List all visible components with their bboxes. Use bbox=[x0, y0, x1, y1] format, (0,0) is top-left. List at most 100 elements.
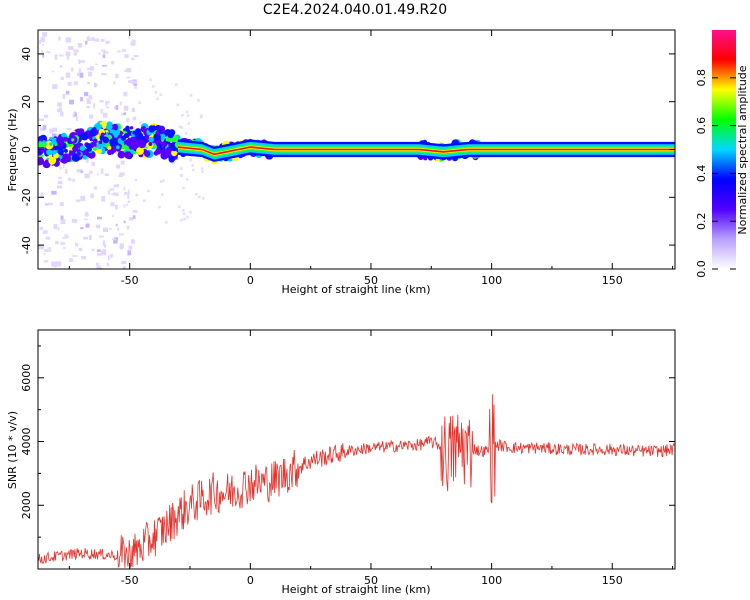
noise-speckle bbox=[113, 239, 118, 244]
noise-speckle bbox=[57, 180, 63, 185]
spectral-blob bbox=[71, 138, 75, 142]
noise-speckle bbox=[132, 116, 137, 121]
noise-speckle bbox=[132, 210, 138, 213]
noise-speckle bbox=[87, 82, 91, 85]
noise-speckle bbox=[149, 78, 152, 81]
spectral-blob bbox=[60, 151, 64, 156]
spectral-blob bbox=[58, 148, 64, 154]
x-tick-label: 50 bbox=[364, 274, 378, 287]
noise-speckle bbox=[123, 91, 128, 97]
noise-speckle bbox=[126, 76, 131, 79]
noise-speckle bbox=[57, 185, 63, 189]
x-tick-label: -50 bbox=[121, 574, 139, 587]
spectral-blob bbox=[132, 130, 136, 135]
noise-speckle bbox=[100, 108, 103, 114]
noise-speckle bbox=[71, 219, 78, 223]
noise-speckle bbox=[101, 196, 106, 202]
noise-speckle bbox=[43, 114, 49, 118]
noise-speckle bbox=[180, 167, 183, 170]
noise-speckle bbox=[58, 36, 61, 41]
spectral-blob bbox=[62, 153, 70, 161]
noise-speckle bbox=[38, 244, 44, 250]
spectral-blob bbox=[63, 148, 68, 153]
noise-speckle bbox=[101, 250, 107, 256]
colorbar: 0.0 0.2 0.4 0.6 0.8 Normalized spectral ampl… bbox=[695, 30, 749, 278]
noise-speckle bbox=[41, 50, 44, 53]
noise-speckle bbox=[97, 216, 102, 220]
noise-speckle bbox=[64, 234, 68, 238]
noise-speckle bbox=[66, 54, 70, 60]
noise-speckle bbox=[59, 202, 64, 207]
spectral-blob bbox=[62, 136, 67, 141]
noise-speckle bbox=[69, 258, 73, 263]
noise-speckle bbox=[160, 193, 164, 196]
noise-speckle bbox=[123, 105, 129, 111]
noise-speckle bbox=[109, 227, 112, 230]
noise-speckle bbox=[113, 184, 119, 188]
noise-speckle bbox=[60, 242, 65, 245]
noise-speckle bbox=[78, 59, 81, 64]
noise-speckle bbox=[48, 247, 51, 252]
noise-speckle bbox=[86, 36, 91, 41]
noise-speckle bbox=[68, 177, 72, 181]
colorbar-tick-label: 0.2 bbox=[695, 212, 708, 230]
noise-speckle bbox=[192, 168, 195, 172]
noise-speckle bbox=[178, 125, 182, 129]
noise-speckle bbox=[96, 249, 101, 252]
y-tick-label: 6000 bbox=[20, 364, 33, 392]
noise-speckle bbox=[98, 235, 104, 238]
spectral-blob bbox=[134, 131, 144, 141]
noise-speckle bbox=[72, 179, 75, 182]
noise-speckle bbox=[94, 38, 100, 42]
noise-speckle bbox=[154, 91, 157, 94]
spectral-blob bbox=[136, 147, 144, 155]
noise-speckle bbox=[63, 247, 66, 249]
noise-speckle bbox=[66, 127, 72, 131]
noise-speckle bbox=[202, 197, 205, 200]
noise-speckle bbox=[129, 217, 134, 221]
noise-speckle bbox=[75, 199, 81, 202]
noise-speckle bbox=[80, 170, 83, 173]
colorbar-tick-label: 0.6 bbox=[695, 117, 708, 135]
snr-y-axis-label: SNR (10 * v/v) bbox=[6, 411, 19, 489]
noise-speckle bbox=[65, 51, 71, 56]
noise-speckle bbox=[197, 99, 200, 102]
noise-speckle bbox=[131, 57, 135, 61]
noise-speckle bbox=[123, 186, 126, 191]
noise-speckle bbox=[189, 211, 192, 214]
spectral-blob bbox=[113, 130, 119, 136]
noise-speckle bbox=[88, 71, 93, 77]
spectral-blob bbox=[171, 149, 178, 157]
spectral-blob bbox=[107, 145, 112, 150]
spectral-blob bbox=[48, 156, 57, 165]
noise-speckle bbox=[71, 67, 74, 72]
spectral-blob bbox=[128, 136, 138, 146]
noise-speckle bbox=[200, 167, 204, 170]
spectral-blob bbox=[96, 143, 103, 150]
noise-speckle bbox=[40, 37, 45, 42]
noise-speckle bbox=[113, 192, 117, 196]
noise-speckle bbox=[56, 261, 62, 267]
spectral-blob bbox=[106, 123, 113, 131]
noise-speckle bbox=[117, 227, 120, 231]
noise-speckle bbox=[113, 81, 116, 85]
noise-speckle bbox=[58, 176, 62, 180]
spectral-blob bbox=[92, 146, 98, 151]
noise-speckle bbox=[133, 54, 139, 58]
spectrogram-x-axis-label: Height of straight line (km) bbox=[281, 283, 430, 296]
noise-speckle bbox=[53, 224, 58, 230]
noise-speckle bbox=[83, 218, 88, 221]
noise-speckle bbox=[176, 103, 180, 107]
spectral-blob bbox=[80, 132, 89, 141]
noise-speckle bbox=[139, 121, 142, 124]
noise-speckle bbox=[109, 188, 115, 191]
noise-speckle bbox=[98, 52, 101, 55]
noise-speckle bbox=[115, 73, 119, 79]
noise-speckle bbox=[201, 170, 204, 173]
spectral-blob bbox=[72, 145, 79, 152]
noise-speckle bbox=[55, 133, 61, 139]
noise-speckle bbox=[93, 186, 97, 190]
noise-speckle bbox=[182, 212, 186, 215]
noise-speckle bbox=[84, 91, 89, 97]
